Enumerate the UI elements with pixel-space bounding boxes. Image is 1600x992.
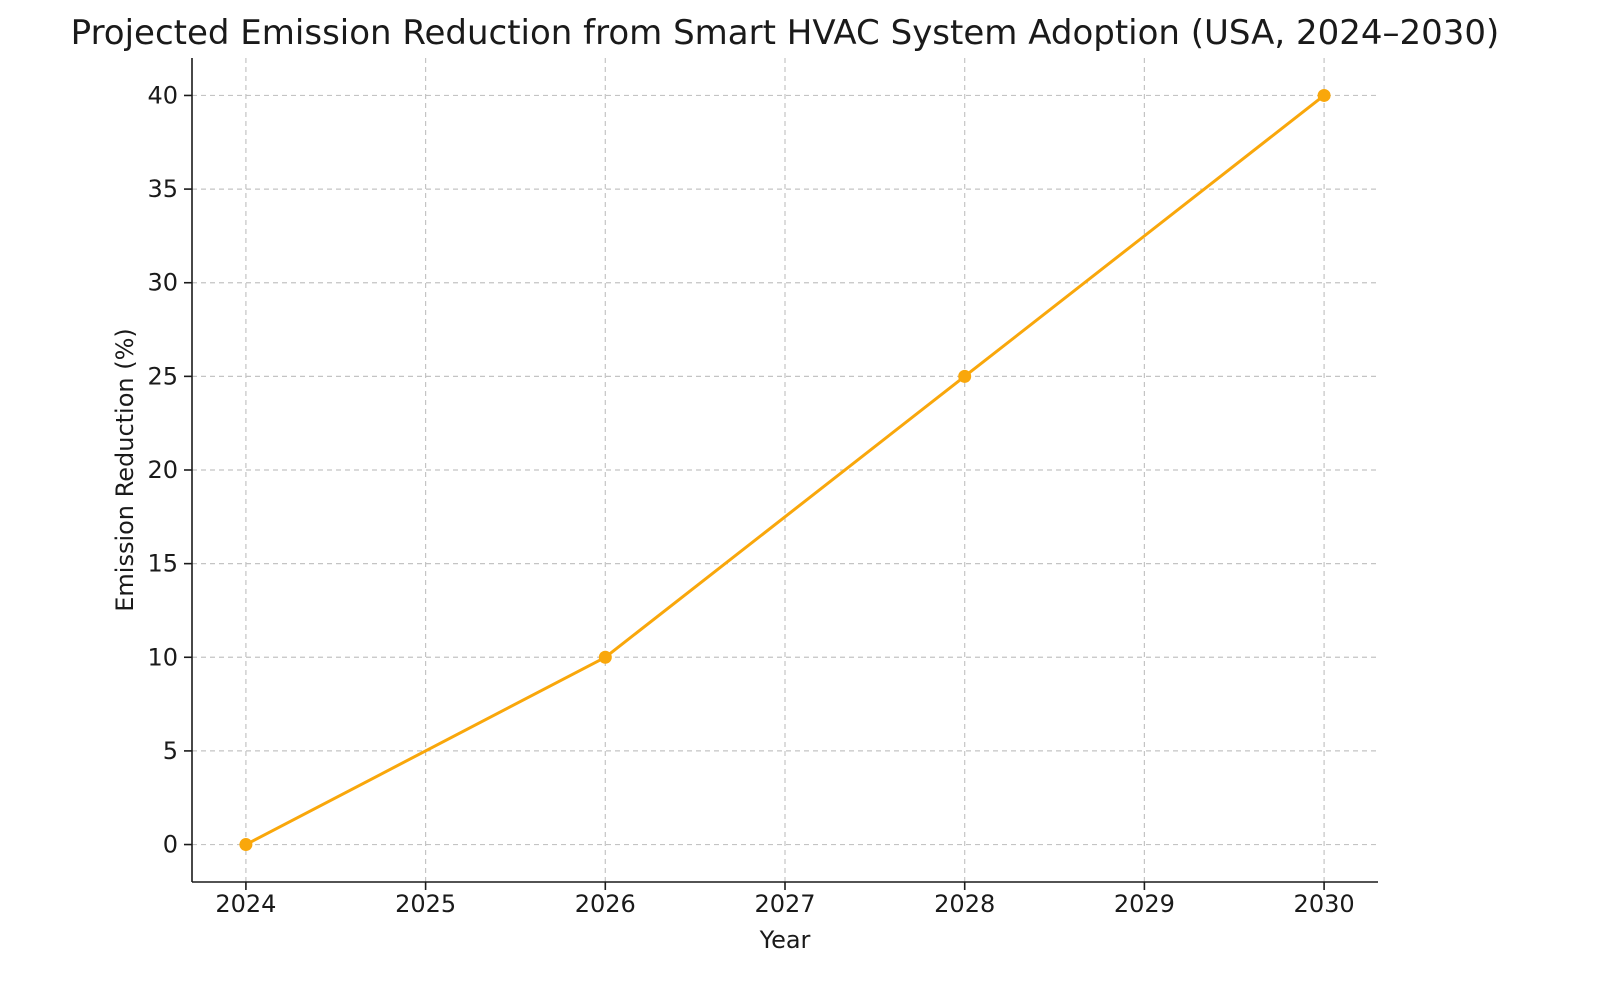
x-tick-label: 2029 [1114,890,1175,918]
x-tick-label: 2027 [754,890,815,918]
y-tick-label: 15 [147,550,178,578]
x-tick-label: 2024 [215,890,276,918]
data-point-2024 [239,838,253,852]
x-tick-label: 2030 [1294,890,1355,918]
series-line [245,94,1326,846]
y-tick-label: 30 [147,269,178,297]
ticks: 2024 2025 2026 2027 2028 2029 2030051015202530… [147,81,1354,918]
x-tick-label: 2028 [934,890,995,918]
data-point-2028 [958,369,972,383]
x-tick-label: 2025 [395,890,456,918]
y-tick-label: 0 [163,831,178,859]
y-tick-label: 40 [147,81,178,109]
x-tick-label: 2026 [575,890,636,918]
y-tick-label: 25 [147,362,178,390]
chart-title: Projected Emission Reduction from Smart … [71,13,1500,53]
series [239,88,1331,852]
grid [192,58,1378,882]
y-axis-label: Emission Reduction (%) [111,328,139,612]
y-tick-label: 20 [147,456,178,484]
y-tick-label: 5 [163,737,178,765]
data-point-2026 [598,650,612,664]
y-tick-label: 35 [147,175,178,203]
data-point-2030 [1317,88,1331,102]
x-axis-label: Year [759,926,811,954]
y-tick-label: 10 [147,643,178,671]
